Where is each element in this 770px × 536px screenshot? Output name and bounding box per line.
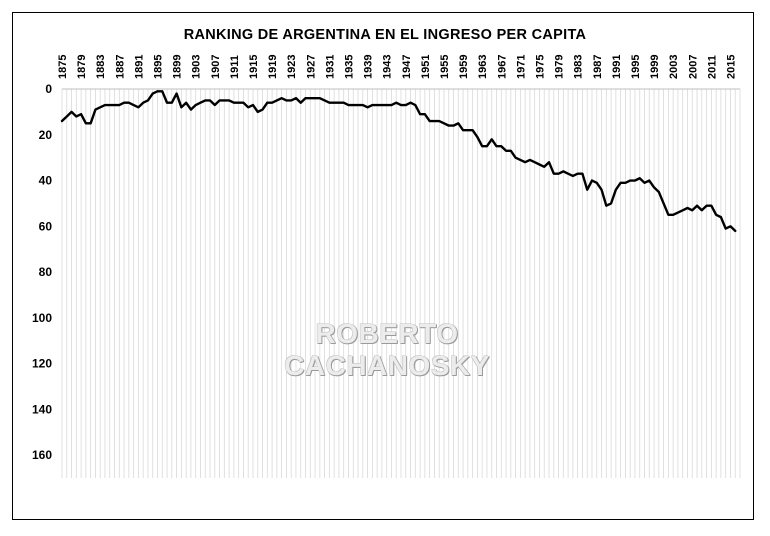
- x-tick-label: 1939: [363, 55, 375, 79]
- x-tick-label: 1987: [592, 55, 604, 79]
- x-tick-label: 1883: [95, 55, 107, 79]
- x-tick-label: 1915: [248, 55, 260, 79]
- x-tick-label: 1955: [439, 55, 451, 79]
- x-tick-label: 1907: [210, 55, 222, 79]
- y-tick-label: 40: [39, 174, 53, 188]
- x-tick-label: 1935: [343, 55, 355, 79]
- x-tick-label: 1999: [649, 55, 661, 79]
- x-tick-label: 1971: [515, 55, 527, 79]
- y-tick-label: 20: [39, 128, 53, 142]
- x-tick-label: 1927: [305, 55, 317, 79]
- y-tick-label: 60: [39, 219, 53, 233]
- x-tick-label: 1983: [573, 55, 585, 79]
- y-tick-label: 160: [32, 448, 52, 462]
- x-tick-label: 1919: [267, 55, 279, 79]
- x-tick-label: 1963: [477, 55, 489, 79]
- x-tick-label: 1895: [152, 55, 164, 79]
- x-tick-label: 1887: [114, 55, 126, 79]
- x-tick-label: 2011: [706, 55, 718, 79]
- x-tick-label: 1947: [401, 55, 413, 79]
- y-tick-label: 100: [32, 311, 52, 325]
- x-tick-label: 1879: [76, 55, 88, 79]
- x-tick-label: 1903: [191, 55, 203, 79]
- chart-title: RANKING DE ARGENTINA EN EL INGRESO PER C…: [183, 27, 587, 43]
- x-tick-label: 2007: [687, 55, 699, 79]
- x-tick-label: 1923: [286, 55, 298, 79]
- ranking-line: [60, 90, 737, 233]
- x-tick-label: 1995: [630, 55, 642, 79]
- y-tick-label: 0: [45, 82, 52, 96]
- x-tick-label: 1875: [57, 55, 69, 79]
- y-tick-label: 120: [32, 357, 52, 371]
- x-tick-label: 2003: [668, 55, 680, 79]
- x-tick-label: 1911: [229, 55, 241, 79]
- x-tick-label: 1967: [496, 55, 508, 79]
- x-tick-label: 1959: [458, 55, 470, 79]
- x-tick-label: 1931: [324, 55, 336, 79]
- x-tick-label: 1979: [554, 55, 566, 79]
- x-tick-label: 1991: [611, 55, 623, 79]
- x-tick-label: 1951: [420, 55, 432, 79]
- y-tick-label: 140: [32, 402, 52, 416]
- x-tick-label: 1891: [133, 55, 145, 79]
- x-tick-label: 1899: [172, 55, 184, 79]
- x-tick-label: 1975: [534, 55, 546, 79]
- y-tick-label: 80: [39, 265, 53, 279]
- x-tick-label: 2015: [725, 55, 737, 79]
- x-tick-label: 1943: [382, 55, 394, 79]
